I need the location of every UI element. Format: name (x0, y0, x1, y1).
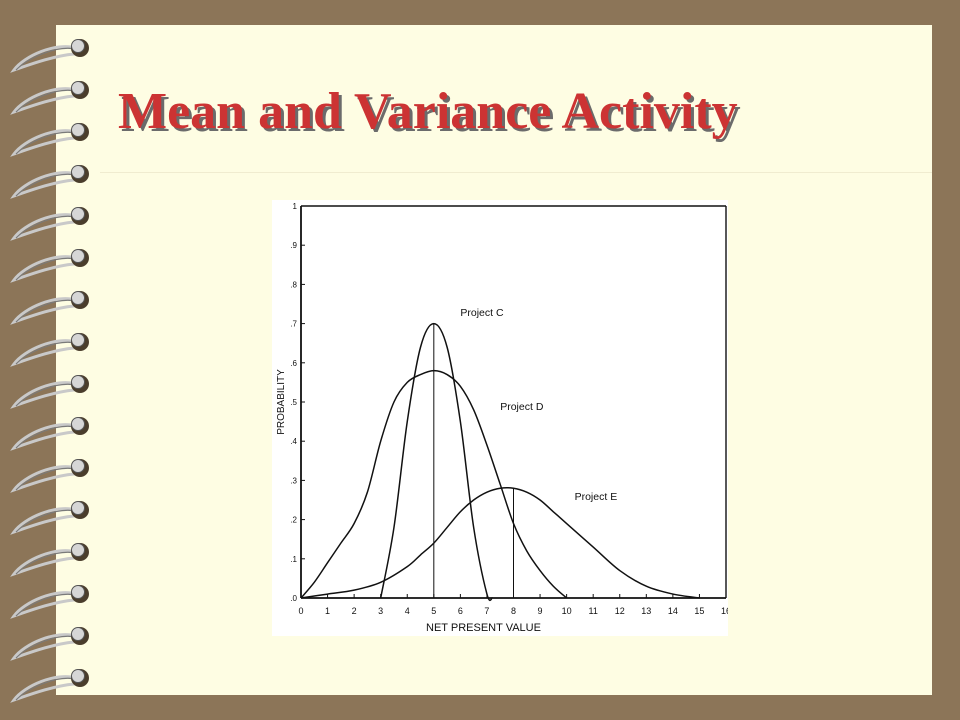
npv-distribution-chart: 012345678910111213141516.0.1.2.3.4.5.6.7… (272, 200, 728, 636)
y-tick-label: .3 (290, 476, 297, 485)
spiral-ring (10, 165, 89, 199)
spiral-ring (10, 417, 89, 451)
label-project-c: Project C (460, 307, 504, 319)
title-divider (100, 172, 932, 173)
x-tick-label: 9 (538, 606, 543, 616)
x-tick-label: 0 (298, 606, 303, 616)
x-tick-label: 11 (589, 606, 598, 616)
x-tick-label: 13 (641, 606, 651, 616)
x-tick-label: 12 (615, 606, 625, 616)
y-axis-title: PROBABILITY (276, 369, 287, 435)
x-tick-label: 10 (562, 606, 572, 616)
y-tick-label: .1 (290, 555, 297, 564)
x-tick-label: 16 (721, 606, 728, 616)
spiral-ring (10, 333, 89, 367)
y-tick-label: .2 (290, 516, 297, 525)
spiral-ring (10, 81, 89, 115)
slide-title: Mean and Variance Activity (118, 83, 738, 140)
series-line-project-e (300, 487, 700, 599)
spiral-ring (10, 627, 89, 661)
x-tick-label: 8 (511, 606, 516, 616)
y-tick-label: .7 (290, 320, 297, 329)
spiral-ring (10, 543, 89, 577)
y-tick-label: .0 (290, 594, 297, 603)
spiral-ring (10, 501, 89, 535)
spiral-ring (10, 585, 89, 619)
spiral-ring (10, 249, 89, 283)
spiral-ring (10, 669, 89, 703)
y-tick-label: .6 (290, 359, 297, 368)
x-tick-label: 2 (352, 606, 357, 616)
y-tick-label: 1 (293, 202, 298, 211)
x-tick-label: 5 (431, 606, 436, 616)
spiral-ring (10, 459, 89, 493)
y-tick-label: .4 (290, 437, 297, 446)
series-line-project-c (379, 322, 493, 602)
y-tick-label: .8 (290, 280, 297, 289)
x-tick-label: 6 (458, 606, 463, 616)
x-tick-label: 7 (484, 606, 489, 616)
x-tick-label: 14 (668, 606, 678, 616)
y-tick-label: .9 (290, 241, 297, 250)
spiral-ring (10, 375, 89, 409)
y-tick-label: .5 (290, 398, 297, 407)
x-tick-label: 3 (378, 606, 383, 616)
label-project-e: Project E (575, 491, 618, 503)
x-tick-label: 15 (694, 606, 704, 616)
label-project-d: Project D (500, 401, 544, 413)
series-line-project-d (300, 369, 568, 599)
x-tick-label: 4 (405, 606, 410, 616)
spiral-ring (10, 291, 89, 325)
chart-svg: 012345678910111213141516.0.1.2.3.4.5.6.7… (276, 202, 728, 634)
spiral-ring (10, 39, 89, 73)
spiral-ring (10, 123, 89, 157)
x-tick-label: 1 (325, 606, 330, 616)
spiral-binding (10, 39, 89, 703)
spiral-ring (10, 207, 89, 241)
x-axis-title: NET PRESENT VALUE (426, 622, 541, 634)
